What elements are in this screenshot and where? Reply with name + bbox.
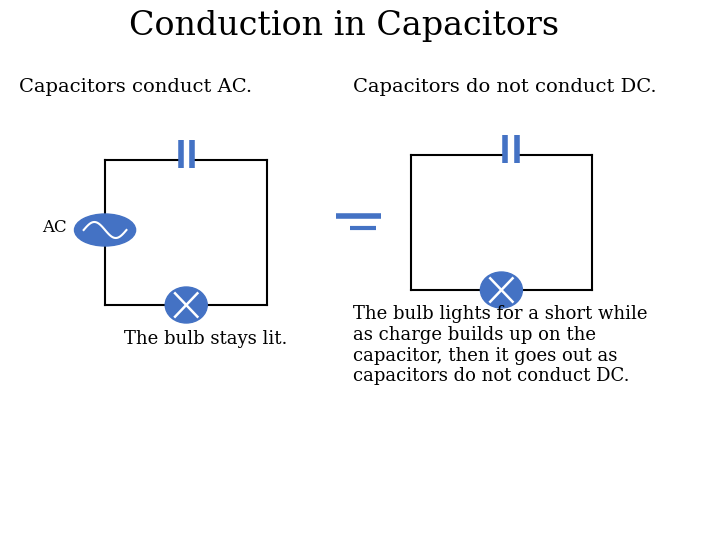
Text: The bulb stays lit.: The bulb stays lit.	[124, 330, 287, 348]
Text: The bulb lights for a short while
as charge builds up on the
capacitor, then it : The bulb lights for a short while as cha…	[354, 305, 648, 386]
Text: AC: AC	[42, 219, 67, 237]
Text: Conduction in Capacitors: Conduction in Capacitors	[129, 10, 559, 42]
Text: Capacitors do not conduct DC.: Capacitors do not conduct DC.	[354, 78, 657, 96]
Text: Capacitors conduct AC.: Capacitors conduct AC.	[19, 78, 252, 96]
Ellipse shape	[74, 214, 135, 246]
Ellipse shape	[165, 287, 207, 323]
Ellipse shape	[480, 272, 523, 308]
